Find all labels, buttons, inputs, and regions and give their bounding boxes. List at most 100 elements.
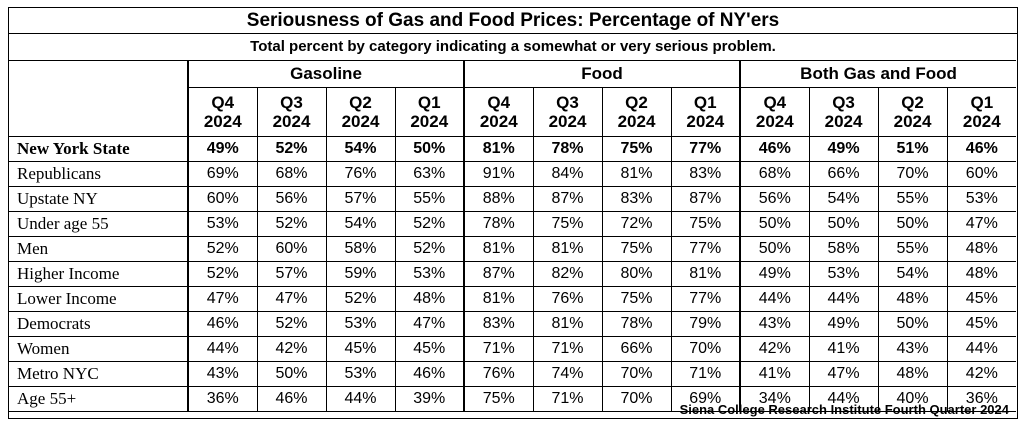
value-cell: 81% [601, 161, 672, 187]
value-cell: 43% [187, 361, 258, 387]
value-cell: 83% [601, 186, 672, 212]
period-header: Q3 2024 [256, 87, 327, 137]
value-cell: 53% [946, 186, 1017, 212]
chart-title: Seriousness of Gas and Food Prices: Perc… [9, 8, 1017, 34]
period-quarter: Q3 [556, 93, 579, 112]
period-quarter: Q1 [970, 93, 994, 112]
value-cell: 70% [877, 161, 948, 187]
period-quarter: Q4 [487, 93, 511, 112]
value-cell: 42% [256, 336, 327, 362]
value-cell: 63% [394, 161, 465, 187]
table-row: New York State 49% 52% 54% 50% 81% 78% 75% 77% 46… [9, 136, 1017, 162]
value-cell: 66% [601, 336, 672, 362]
value-cell: 47% [946, 211, 1017, 237]
value-cell: 45% [946, 311, 1017, 337]
value-cell: 56% [739, 186, 810, 212]
table-row: Democrats 46% 52% 53% 47% 83% 81% 78% 79% 43% 49% 5… [9, 311, 1017, 337]
value-cell: 50% [739, 236, 810, 262]
period-header: Q4 2024 [463, 87, 534, 137]
value-cell: 81% [670, 261, 741, 287]
table-row: Under age 55 53% 52% 54% 52% 78% 75% 72% 75% 50% 5… [9, 211, 1017, 237]
value-cell: 77% [670, 136, 741, 162]
value-cell: 54% [877, 261, 948, 287]
value-cell: 75% [532, 211, 603, 237]
period-header: Q1 2024 [670, 87, 741, 137]
value-cell: 71% [463, 336, 534, 362]
row-label: Upstate NY [9, 186, 189, 212]
value-cell: 41% [739, 361, 810, 387]
value-cell: 91% [463, 161, 534, 187]
value-cell: 52% [256, 136, 327, 162]
value-cell: 48% [946, 261, 1017, 287]
table-row: Women 44% 42% 45% 45% 71% 71% 66% 70% 42% 41% 43% 44… [9, 336, 1017, 362]
row-label: Age 55+ [9, 386, 189, 412]
value-cell: 49% [808, 136, 879, 162]
value-cell: 49% [739, 261, 810, 287]
group-header: Food [462, 60, 741, 88]
value-cell: 81% [532, 236, 603, 262]
value-cell: 40% [877, 386, 948, 412]
value-cell: 88% [463, 186, 534, 212]
period-header: Q2 2024 [325, 87, 396, 137]
period-quarter: Q3 [832, 93, 855, 112]
value-cell: 54% [808, 186, 879, 212]
value-cell: 78% [532, 136, 603, 162]
value-cell: 47% [808, 361, 879, 387]
row-label: Under age 55 [9, 211, 189, 237]
value-cell: 44% [808, 286, 879, 312]
period-header: Q4 2024 [187, 87, 258, 137]
value-cell: 83% [463, 311, 534, 337]
value-cell: 58% [808, 236, 879, 262]
period-quarter: Q3 [280, 93, 303, 112]
chart-subtitle: Total percent by category indicating a s… [250, 38, 776, 55]
value-cell: 71% [532, 386, 603, 412]
value-cell: 81% [532, 311, 603, 337]
period-quarter: Q2 [349, 93, 372, 112]
value-cell: 77% [670, 236, 741, 262]
value-cell: 70% [601, 361, 672, 387]
value-cell: 69% [670, 386, 741, 412]
period-year: 2024 [824, 112, 863, 131]
value-cell: 50% [877, 211, 948, 237]
value-cell: 48% [877, 361, 948, 387]
value-cell: 68% [256, 161, 327, 187]
value-cell: 52% [187, 261, 258, 287]
value-cell: 45% [325, 336, 396, 362]
period-year: 2024 [341, 112, 380, 131]
period-year: 2024 [548, 112, 587, 131]
period-header: Q3 2024 [532, 87, 603, 137]
value-cell: 45% [394, 336, 465, 362]
period-year: 2024 [479, 112, 518, 131]
value-cell: 69% [187, 161, 258, 187]
table-row: Men 52% 60% 58% 52% 81% 81% 75% 77% 50% 58% 55% 48% [9, 236, 1017, 262]
value-cell: 56% [256, 186, 327, 212]
period-header: Q3 2024 [808, 87, 879, 137]
value-cell: 75% [463, 386, 534, 412]
period-quarter: Q2 [901, 93, 924, 112]
value-cell: 84% [532, 161, 603, 187]
table-row: Metro NYC 43% 50% 53% 46% 76% 74% 70% 71% 41% 47% 4… [9, 361, 1017, 387]
value-cell: 43% [739, 311, 810, 337]
value-cell: 53% [325, 361, 396, 387]
value-cell: 54% [325, 136, 396, 162]
value-cell: 42% [739, 336, 810, 362]
value-cell: 55% [394, 186, 465, 212]
table-row: Republicans 69% 68% 76% 63% 91% 84% 81% 83% 68% 66… [9, 161, 1017, 187]
table-row: Higher Income 52% 57% 59% 53% 87% 82% 80% 81% 49%… [9, 261, 1017, 287]
value-cell: 68% [739, 161, 810, 187]
table-row: Age 55+ 36% 46% 44% 39% 75% 71% 70% 69% 34% 44% 40%… [9, 386, 1017, 412]
value-cell: 50% [256, 361, 327, 387]
group-header: Both Gas and Food [739, 60, 1017, 88]
value-cell: 76% [463, 361, 534, 387]
value-cell: 39% [394, 386, 465, 412]
value-cell: 48% [877, 286, 948, 312]
value-cell: 52% [325, 286, 396, 312]
value-cell: 57% [325, 186, 396, 212]
period-quarter: Q2 [625, 93, 648, 112]
value-cell: 49% [187, 136, 258, 162]
table-frame: Seriousness of Gas and Food Prices: Perc… [8, 7, 1018, 419]
value-cell: 50% [739, 211, 810, 237]
value-cell: 60% [946, 161, 1017, 187]
value-cell: 52% [256, 211, 327, 237]
value-cell: 57% [256, 261, 327, 287]
